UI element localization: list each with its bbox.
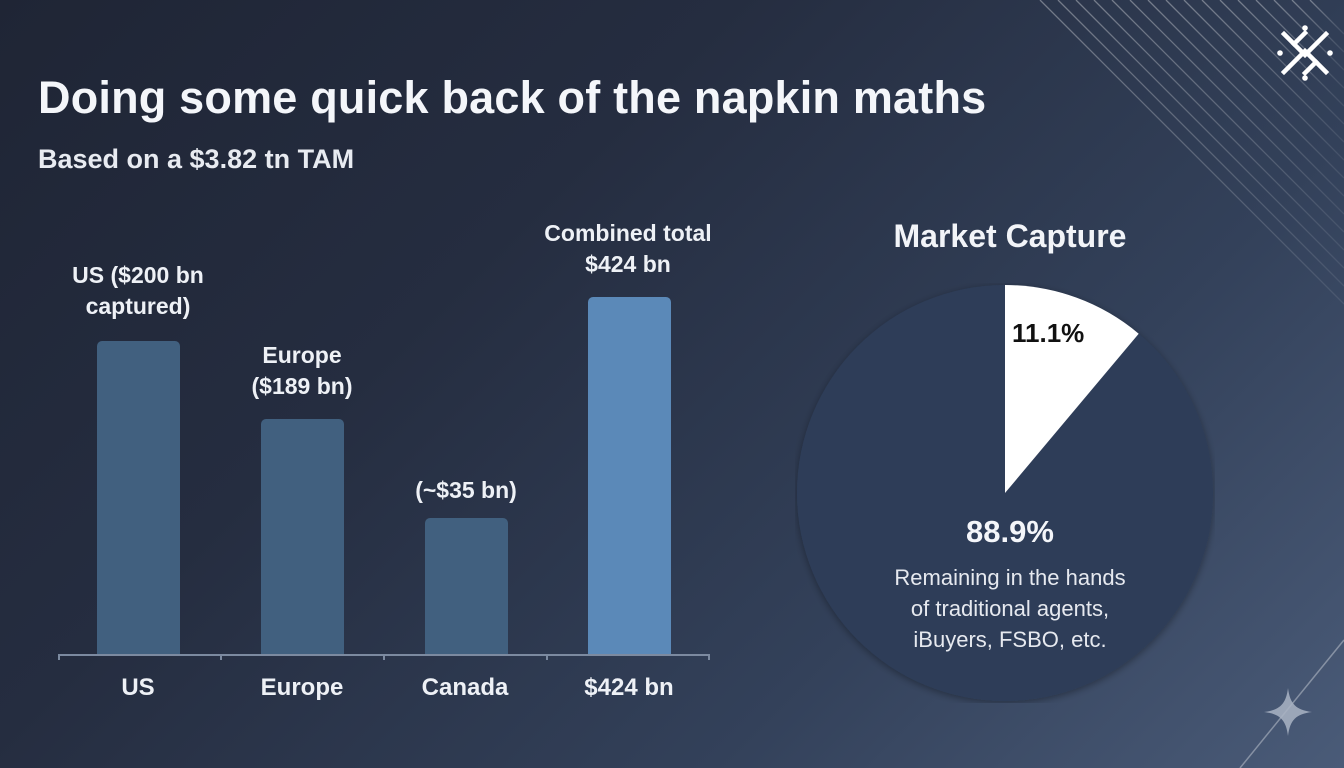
regional-capture-bar-chart: US ($200 bn captured) Europe ($189 bn) (…: [58, 220, 712, 701]
bar-combined-total: [588, 297, 671, 654]
x-axis-tick: [708, 654, 710, 660]
bar-data-label-europe: Europe ($189 bn): [251, 342, 353, 399]
pie-label-remaining: 88.9%: [966, 514, 1054, 549]
bar-data-label-us: US ($200 bn captured): [72, 262, 204, 319]
bar-data-label-combined-total: Combined total $424 bn: [544, 220, 712, 277]
sparkle-icon: [1264, 688, 1312, 736]
x-axis-label-europe: Europe: [260, 674, 344, 701]
x-axis-label-us: US: [121, 674, 155, 701]
slide-title: Doing some quick back of the napkin math…: [38, 72, 987, 123]
pie-chart-title: Market Capture: [893, 218, 1127, 254]
x-axis-tick: [546, 654, 548, 660]
pie-slice-captured: [1005, 285, 1139, 493]
x-axis-label-combined-total: $424 bn: [584, 674, 674, 701]
pie-label-captured: 11.1%: [1012, 318, 1085, 348]
market-capture-pie-chart: [797, 285, 1213, 701]
x-axis-tick: [58, 654, 60, 660]
bar-canada: [425, 518, 508, 654]
pie-remaining-description: Remaining in the hands of traditional ag…: [894, 565, 1126, 652]
x-axis-tick: [383, 654, 385, 660]
x-axis-tick: [220, 654, 222, 660]
slide-subtitle: Based on a $3.82 tn TAM: [38, 144, 355, 174]
x-axis-label-canada: Canada: [421, 674, 509, 701]
bar-us: [97, 341, 180, 654]
crossed-arrows-logo-icon: [1277, 25, 1333, 81]
bar-europe: [261, 419, 344, 654]
bar-data-label-canada: (~$35 bn): [415, 477, 517, 503]
